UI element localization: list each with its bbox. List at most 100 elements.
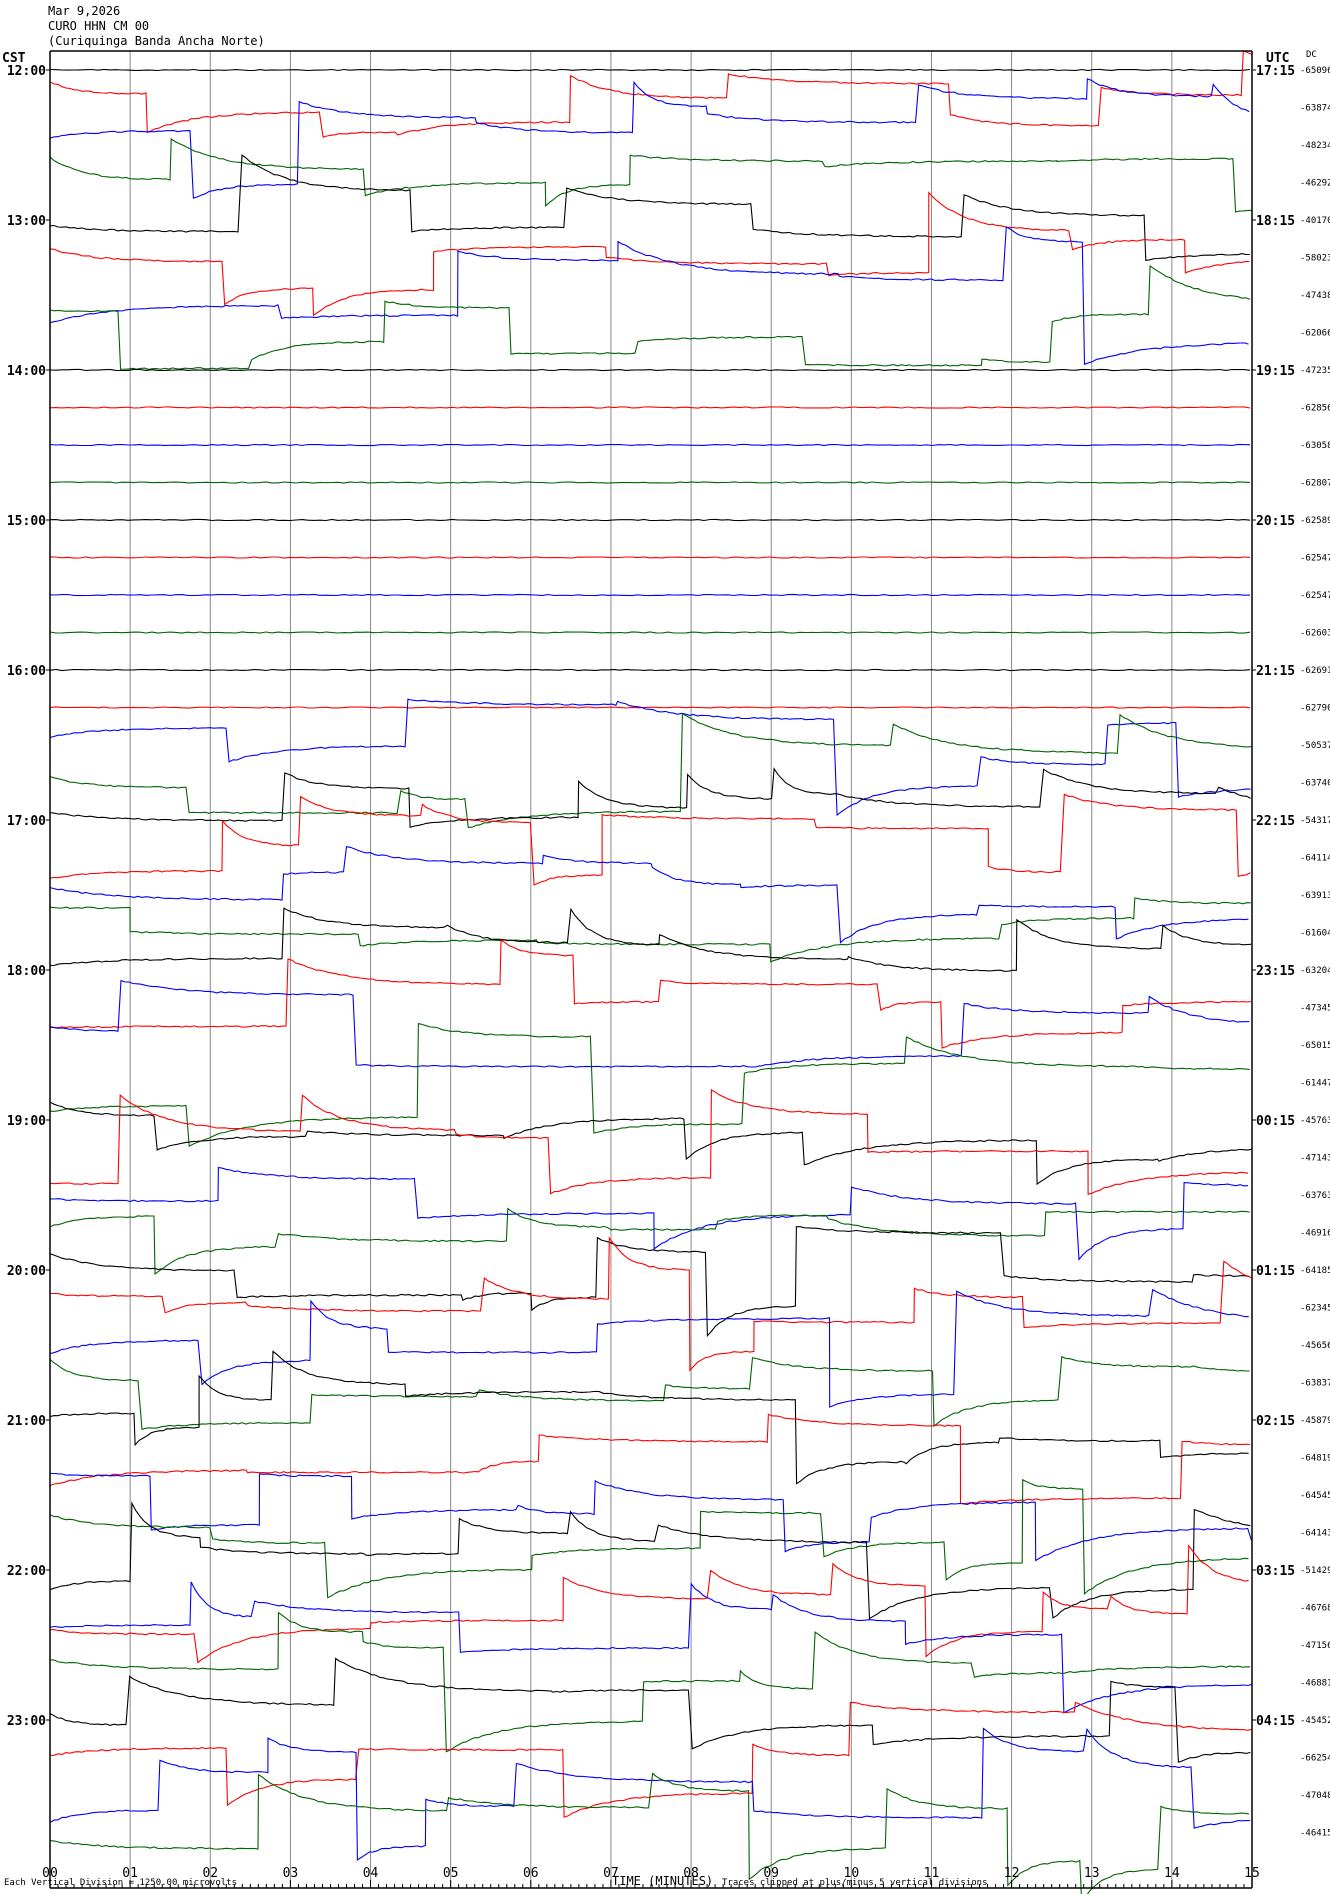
- dc-offset-label: -63763: [1300, 1191, 1330, 1201]
- dc-offset-label: -46881: [1300, 1679, 1330, 1689]
- trace-line: [49, 1478, 1249, 1599]
- trace-line: [49, 50, 1252, 138]
- x-tick-label: 02: [202, 1866, 218, 1881]
- utc-tick-label: 03:15: [1256, 1564, 1295, 1579]
- utc-tick-label: 02:15: [1256, 1414, 1295, 1429]
- trace-line: [49, 138, 1252, 213]
- trace-line: [49, 1472, 1253, 1562]
- trace-line: [49, 1581, 1253, 1714]
- trace-line: [49, 68, 1251, 72]
- dc-offset-label: -50537: [1300, 741, 1330, 751]
- cst-axis-label: CST: [2, 51, 26, 66]
- dc-offset-label: -62603: [1300, 629, 1330, 639]
- x-tick-label: 15: [1244, 1866, 1260, 1881]
- cst-tick-label: 20:00: [7, 1264, 46, 1279]
- utc-tick-label: 20:15: [1256, 514, 1295, 529]
- x-tick-label: 13: [1084, 1866, 1100, 1881]
- trace-line: [49, 1022, 1250, 1147]
- trace-line: [49, 631, 1251, 634]
- dc-offset-label: -40170: [1300, 216, 1330, 226]
- plot-frame: [49, 50, 1253, 1889]
- trace-line: [49, 226, 1249, 366]
- utc-tick-label: 00:15: [1256, 1114, 1295, 1129]
- dc-offset-label: -45656: [1300, 1341, 1330, 1351]
- dc-offset-label: -47345: [1300, 1004, 1330, 1014]
- dc-offset-label: -63874: [1300, 104, 1330, 114]
- dc-offset-label: -64545: [1300, 1491, 1330, 1501]
- x-tick-label: 00: [42, 1866, 58, 1881]
- cst-tick-label: 13:00: [7, 214, 46, 229]
- dc-offset-label: -46916: [1300, 1229, 1330, 1239]
- trace-line: [49, 713, 1253, 829]
- x-tick-label: 14: [1164, 1866, 1180, 1881]
- dc-offset-label: -62856: [1300, 404, 1330, 414]
- dc-offset-label: -47235: [1300, 366, 1330, 376]
- trace-line: [49, 1166, 1249, 1261]
- trace-line: [49, 1101, 1252, 1186]
- trace-line: [49, 706, 1251, 709]
- x-axis-title: TIME (MINUTES): [612, 1874, 714, 1888]
- trace-line: [49, 264, 1251, 370]
- trace-line: [49, 368, 1251, 372]
- trace-line: [49, 153, 1250, 262]
- dc-offset-label: -62807: [1300, 479, 1330, 489]
- cst-tick-label: 14:00: [7, 364, 46, 379]
- trace-line: [49, 897, 1251, 963]
- axis-labels: CST UTC DC 12:00 17:15 13:00 18:15 14:00 19:15 15…: [2, 50, 1330, 1881]
- dc-offset-label: -62790: [1300, 704, 1330, 714]
- station-code: CURO HHN CM 00: [48, 19, 150, 33]
- x-tick-label: 10: [844, 1866, 860, 1881]
- dc-offset-label: -61604: [1300, 929, 1330, 939]
- dc-offset-label: -47156: [1300, 1641, 1330, 1651]
- division-note: Each Vertical Division = 1250.00 microvo…: [4, 1878, 237, 1888]
- cst-tick-label: 22:00: [7, 1564, 46, 1579]
- dc-offset-label: -62547: [1300, 591, 1330, 601]
- trace-line: [49, 593, 1251, 597]
- x-tick-label: 06: [523, 1866, 539, 1881]
- dc-offset-label: -63204: [1300, 966, 1330, 976]
- trace-line: [49, 939, 1251, 1049]
- dc-offset-label: -45879: [1300, 1416, 1330, 1426]
- dc-offset-label: -46768: [1300, 1604, 1330, 1614]
- cst-tick-label: 12:00: [7, 64, 46, 79]
- dc-offset-label: -62589: [1300, 516, 1330, 526]
- trace-line: [49, 1611, 1251, 1753]
- trace-line: [49, 78, 1250, 199]
- x-tick-label: 08: [683, 1866, 699, 1881]
- dc-offset-label: -47438: [1300, 291, 1330, 301]
- dc-offset-label: -64114: [1300, 854, 1330, 864]
- trace-line: [49, 191, 1250, 317]
- utc-tick-label: 04:15: [1256, 1714, 1295, 1729]
- trace-line: [49, 668, 1251, 672]
- x-tick-label: 04: [363, 1866, 379, 1881]
- seismic-traces: [49, 50, 1253, 1894]
- trace-line: [49, 1544, 1249, 1664]
- trace-line: [49, 406, 1251, 409]
- cst-tick-label: 18:00: [7, 964, 46, 979]
- dc-offset-label: -66254: [1300, 1754, 1330, 1764]
- dc-offset-label: -47048: [1300, 1791, 1330, 1801]
- cst-tick-label: 15:00: [7, 514, 46, 529]
- dc-offset-label: -46415: [1300, 1829, 1330, 1839]
- cst-tick-label: 21:00: [7, 1414, 46, 1429]
- dc-axis-label: DC: [1306, 50, 1317, 60]
- utc-tick-label: 19:15: [1256, 364, 1295, 379]
- dc-offset-label: -62547: [1300, 554, 1330, 564]
- trace-line: [49, 1772, 1250, 1894]
- cst-tick-label: 16:00: [7, 664, 46, 679]
- dc-offset-label: -58023: [1300, 254, 1330, 264]
- x-tick-label: 09: [763, 1866, 779, 1881]
- trace-line: [49, 1288, 1249, 1408]
- x-tick-label: 03: [283, 1866, 299, 1881]
- dc-offset-label: -62066: [1300, 329, 1330, 339]
- dc-offset-label: -46292: [1300, 179, 1330, 189]
- trace-line: [49, 1355, 1250, 1431]
- utc-tick-label: 22:15: [1256, 814, 1295, 829]
- trace-line: [49, 793, 1251, 886]
- dc-offset-label: -64819: [1300, 1454, 1330, 1464]
- utc-tick-label: 01:15: [1256, 1264, 1295, 1279]
- cst-tick-label: 23:00: [7, 1714, 46, 1729]
- trace-line: [49, 518, 1251, 522]
- utc-tick-label: 23:15: [1256, 964, 1295, 979]
